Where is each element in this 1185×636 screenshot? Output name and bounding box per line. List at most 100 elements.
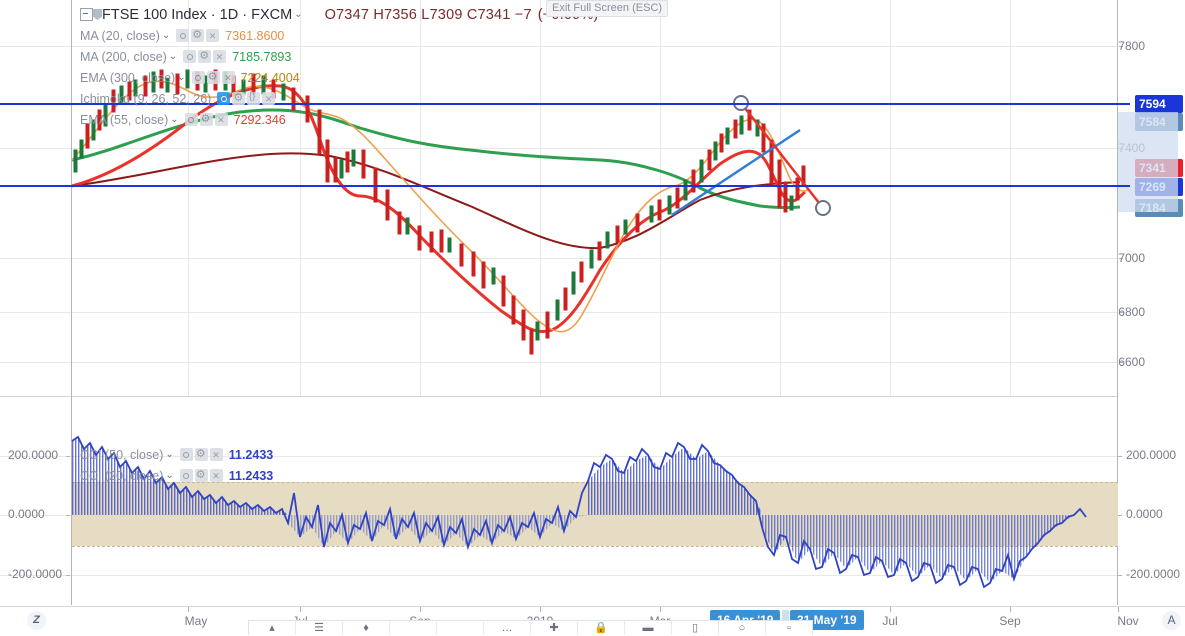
close-icon[interactable] bbox=[209, 469, 223, 483]
lock-icon[interactable]: 🔒 bbox=[594, 622, 608, 634]
fullscreen-icon[interactable]: ▬ bbox=[642, 622, 654, 634]
indicator-value: 11.2433 bbox=[228, 468, 274, 483]
indicator-value: 11.2433 bbox=[228, 447, 274, 462]
indicator-name[interactable]: Ichimoku (9, 26, 52, 26) bbox=[80, 91, 212, 106]
toolbar-cell-fullscreen[interactable]: ▬ bbox=[625, 621, 672, 635]
indicator-name[interactable]: EMA (300, close) bbox=[80, 70, 176, 85]
toolbar-cell-blank-3[interactable]: … bbox=[484, 621, 531, 635]
toolbar-cell-list[interactable]: ☰ bbox=[296, 621, 343, 635]
close-icon[interactable] bbox=[262, 92, 276, 106]
chevron-down-icon[interactable]: ⌄ bbox=[161, 29, 171, 41]
gear-icon[interactable] bbox=[206, 70, 220, 84]
toolbar-cell-blank-1[interactable] bbox=[390, 621, 437, 635]
close-icon[interactable] bbox=[209, 448, 223, 462]
support-line-7269[interactable] bbox=[0, 185, 1118, 187]
indicator-row-cci20[interactable]: CCI (20, close) ⌄ 11.2433 bbox=[80, 465, 273, 486]
toolbar-cell-note[interactable]: ▯ bbox=[672, 621, 719, 635]
indicator-name[interactable]: CCI (20, close) bbox=[80, 468, 164, 483]
close-icon[interactable] bbox=[214, 113, 228, 127]
cci-tick-right: 0.0000 bbox=[1126, 507, 1163, 521]
indicator-controls[interactable] bbox=[179, 468, 223, 483]
collapse-pane-icon[interactable] bbox=[80, 8, 93, 21]
cci-legend: CCI (50, close) ⌄ 11.2433 CCI (20, close… bbox=[80, 444, 273, 486]
indicator-name[interactable]: CCI (50, close) bbox=[80, 447, 164, 462]
chevron-down-icon[interactable]: ⌄ bbox=[165, 469, 174, 481]
indicator-value: 7185.7893 bbox=[232, 49, 292, 64]
descending-trendline bbox=[740, 102, 824, 209]
gear-icon[interactable] bbox=[194, 447, 208, 461]
indicator-name[interactable]: MA (200, close) bbox=[80, 49, 167, 64]
gear-icon[interactable] bbox=[194, 468, 208, 482]
note-icon[interactable]: ▯ bbox=[691, 622, 699, 634]
reset-zoom-button[interactable]: Z bbox=[27, 611, 46, 630]
floating-drawing-toolbar[interactable]: ▴ ☰ ♦ … ✚ 🔒 ▬ ▯ ○ ▫ bbox=[248, 620, 813, 635]
eye-icon[interactable] bbox=[179, 448, 193, 461]
chevron-down-icon[interactable]: ⌄ bbox=[170, 113, 179, 125]
eye-icon[interactable] bbox=[176, 29, 190, 42]
close-icon[interactable] bbox=[206, 29, 220, 43]
toolbar-cell-cursor[interactable]: ▴ bbox=[249, 621, 296, 635]
symbol-title[interactable]: FTSE 100 Index · 1D · FXCM bbox=[102, 6, 293, 23]
indicator-controls[interactable] bbox=[217, 90, 276, 106]
indicator-row-ma20[interactable]: MA (20, close) ⌄ 7361.8600 bbox=[80, 25, 599, 46]
indicator-row-ma200[interactable]: MA (200, close) ⌄ 7185.7893 bbox=[80, 46, 599, 67]
alert-icon[interactable]: ○ bbox=[738, 622, 746, 634]
eye-icon[interactable] bbox=[179, 469, 193, 482]
toolbar-cell-plus[interactable]: ✚ bbox=[531, 621, 578, 635]
indicator-row-ema55[interactable]: EMA (55, close) ⌄ 7292.346 bbox=[80, 109, 599, 130]
indicator-row-cci50[interactable]: CCI (50, close) ⌄ 11.2433 bbox=[80, 444, 273, 465]
list-icon[interactable]: ☰ bbox=[314, 622, 324, 634]
gear-icon[interactable] bbox=[232, 91, 246, 105]
magnet-icon[interactable]: ♦ bbox=[363, 622, 369, 634]
indicator-name[interactable]: MA (20, close) bbox=[80, 28, 160, 43]
eye-icon[interactable] bbox=[184, 113, 198, 126]
eye-icon[interactable] bbox=[183, 50, 197, 63]
cci-series-svg bbox=[71, 435, 1087, 589]
pane-divider[interactable] bbox=[0, 396, 1118, 397]
chevron-down-icon[interactable]: ⌄ bbox=[165, 448, 174, 460]
eye-icon[interactable] bbox=[217, 92, 231, 105]
indicator-name[interactable]: EMA (55, close) bbox=[80, 112, 169, 127]
indicator-controls[interactable] bbox=[184, 112, 228, 127]
cci-tick-left: 0.0000 bbox=[8, 507, 45, 521]
gear-icon[interactable] bbox=[198, 49, 212, 63]
toolbar-cell-trash[interactable]: ▫ bbox=[766, 621, 812, 635]
indicator-value: 7224.4004 bbox=[240, 70, 300, 85]
blank-3-icon[interactable]: … bbox=[501, 622, 513, 634]
gear-icon[interactable] bbox=[199, 112, 213, 126]
close-icon[interactable] bbox=[213, 50, 227, 64]
time-label: May bbox=[184, 614, 208, 628]
time-label: Jul bbox=[882, 614, 898, 628]
chevron-down-icon[interactable]: ⌄ bbox=[177, 71, 186, 83]
plus-icon[interactable]: ✚ bbox=[549, 622, 559, 634]
symbol-flag-icon bbox=[93, 9, 102, 20]
time-label: Sep bbox=[999, 614, 1021, 628]
auto-scale-button[interactable]: A bbox=[1162, 611, 1181, 630]
indicator-controls[interactable] bbox=[191, 70, 235, 85]
toolbar-cell-alert[interactable]: ○ bbox=[719, 621, 766, 635]
eye-icon[interactable] bbox=[191, 71, 205, 84]
chevron-down-icon[interactable]: ⌄ bbox=[294, 8, 303, 20]
resistance-line-7594[interactable] bbox=[0, 103, 1118, 105]
indicator-controls[interactable] bbox=[176, 28, 220, 43]
left-scale-separator bbox=[71, 0, 72, 605]
trash-icon[interactable]: ▫ bbox=[787, 622, 791, 634]
toolbar-cell-lock[interactable]: 🔒 bbox=[578, 621, 625, 635]
legend-title-row[interactable]: FTSE 100 Index · 1D · FXCM ⌄ O7347 H7356… bbox=[80, 4, 599, 25]
cursor-icon[interactable]: ▴ bbox=[269, 622, 275, 634]
toolbar-cell-magnet[interactable]: ♦ bbox=[343, 621, 390, 635]
indicator-row-ichimoku[interactable]: Ichimoku (9, 26, 52, 26) bbox=[80, 88, 599, 109]
ascending-trendline bbox=[671, 128, 801, 217]
exit-fullscreen-tooltip: Exit Full Screen (ESC) bbox=[546, 0, 669, 17]
gear-icon[interactable] bbox=[191, 28, 205, 42]
indicator-row-ema300[interactable]: EMA (300, close) ⌄ 7224.4004 bbox=[80, 67, 599, 88]
indicator-controls[interactable] bbox=[183, 49, 227, 64]
trendline-handle-end bbox=[815, 200, 831, 216]
main-price-pane[interactable] bbox=[0, 0, 1118, 396]
toolbar-cell-blank-2[interactable] bbox=[437, 621, 484, 635]
indicator-controls[interactable] bbox=[179, 447, 223, 462]
source-code-icon[interactable] bbox=[247, 90, 261, 105]
close-icon[interactable] bbox=[221, 71, 235, 85]
chevron-down-icon[interactable]: ⌄ bbox=[168, 50, 178, 62]
